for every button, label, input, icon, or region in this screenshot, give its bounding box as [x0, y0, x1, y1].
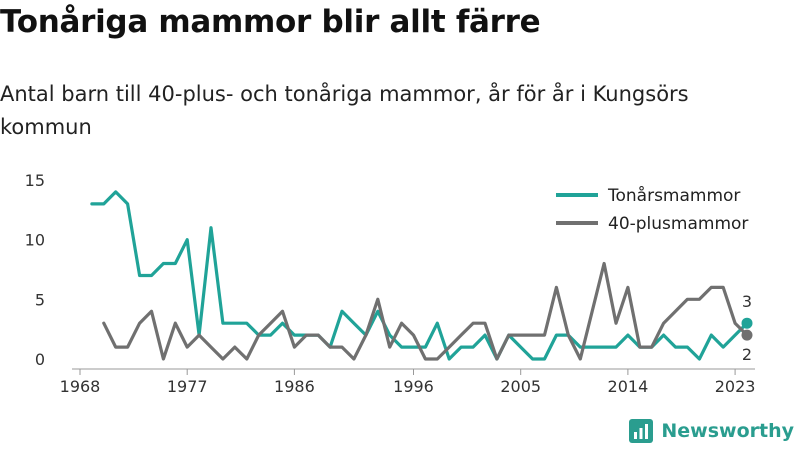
chart-title: Tonåriga mammor blir allt färre — [0, 4, 541, 40]
end-value-label: 2 — [742, 345, 752, 364]
chart-subtitle: Antal barn till 40-plus- och tonåriga ma… — [0, 82, 689, 139]
x-tick-label: 1986 — [274, 377, 315, 396]
series-line-2 — [102, 261, 749, 361]
x-tick-label: 2005 — [500, 377, 541, 396]
newsworthy-logo-icon — [629, 419, 654, 443]
x-tick-label: 2023 — [715, 377, 756, 396]
series-end-point-2 — [741, 329, 753, 341]
x-tick-label: 1968 — [60, 377, 101, 396]
y-tick-label: 0 — [35, 350, 45, 369]
end-value-label: 3 — [742, 292, 752, 311]
x-tick-label: 2014 — [608, 377, 649, 396]
legend-label: 40-plusmammor — [608, 214, 748, 234]
brand-name: Newsworthy — [661, 420, 794, 442]
y-tick-label: 15 — [25, 171, 45, 190]
brand-logo: Newsworthy — [629, 419, 794, 443]
x-tick-label: 1996 — [393, 377, 434, 396]
y-tick-label: 5 — [35, 290, 45, 309]
x-tick-label: 1977 — [167, 377, 208, 396]
y-tick-label: 10 — [25, 231, 45, 250]
legend-label: Tonårsmammor — [607, 185, 740, 206]
legend-box — [548, 179, 766, 241]
series-end-point-1 — [741, 317, 753, 329]
